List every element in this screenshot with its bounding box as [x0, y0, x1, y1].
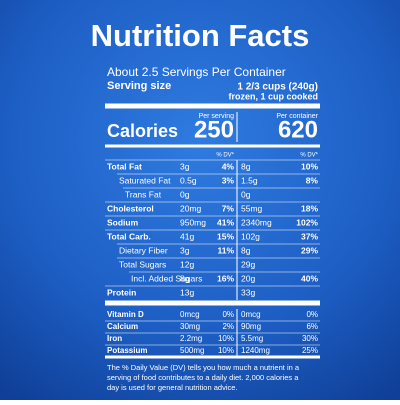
- nutrient-label: Cholesterol: [107, 203, 154, 213]
- footnote: day is used for general nutrition advice…: [107, 383, 238, 392]
- serving-size-label: Serving size: [107, 80, 171, 92]
- calories: 620: [278, 116, 318, 143]
- nutrient-label: Trans Fat: [125, 189, 162, 199]
- dv-header: % DV*: [216, 153, 234, 159]
- amount: 8g: [241, 245, 251, 255]
- nutrient-label: Total Fat: [107, 161, 142, 171]
- amount: 0.5g: [180, 175, 197, 185]
- amount: 0g: [180, 189, 190, 199]
- nutrient-label: Potassium: [107, 346, 147, 355]
- dv: 41%: [217, 217, 234, 227]
- amount: 1240mg: [241, 346, 270, 355]
- amount: 3g: [180, 161, 190, 171]
- dv: 15%: [217, 231, 234, 241]
- nutrient-label: Sodium: [107, 217, 139, 227]
- amount: 0g: [241, 189, 251, 199]
- dv: 7%: [222, 203, 235, 213]
- nutrient-label: Total Sugars: [119, 259, 166, 269]
- nutrient-label: Incl. Added Sugars: [131, 273, 202, 283]
- amount: 33g: [241, 287, 255, 297]
- dv: 18%: [301, 203, 318, 213]
- column-header: Per serving: [199, 113, 235, 120]
- amount: 20mg: [180, 203, 202, 213]
- footnote: serving of food contributes to a daily d…: [107, 373, 299, 382]
- amount: 1.5g: [241, 175, 258, 185]
- amount: 2.2mg: [180, 334, 202, 343]
- dv: 16%: [217, 273, 234, 283]
- amount: 55mg: [241, 203, 263, 213]
- nutrient-label: Iron: [107, 334, 122, 343]
- amount: 2340mg: [241, 217, 272, 227]
- title: Nutrition Facts: [91, 18, 310, 53]
- dv: 4%: [222, 161, 235, 171]
- amount: 41g: [180, 231, 194, 241]
- column-header: Per container: [276, 113, 318, 120]
- dv: 11%: [217, 245, 234, 255]
- amount: 8g: [180, 273, 190, 283]
- dv: 8%: [306, 175, 319, 185]
- nutrient-label: Saturated Fat: [119, 175, 171, 185]
- dv: 2%: [222, 322, 234, 331]
- amount: 29g: [241, 259, 255, 269]
- nutrient-label: Dietary Fiber: [119, 245, 168, 255]
- nutrient-label: Vitamin D: [107, 310, 144, 319]
- dv: 10%: [301, 161, 318, 171]
- nutrient-label: Total Carb.: [107, 231, 151, 241]
- dv: 102%: [296, 217, 318, 227]
- servings: About 2.5 Servings Per Container: [107, 65, 286, 79]
- amount: 3g: [180, 245, 190, 255]
- dv: 30%: [302, 334, 318, 343]
- dv: 37%: [301, 231, 318, 241]
- amount: 0mcg: [241, 310, 261, 319]
- amount: 13g: [180, 287, 194, 297]
- amount: 102g: [241, 231, 260, 241]
- calories: 250: [194, 116, 234, 143]
- dv-header: % DV*: [300, 153, 318, 159]
- footnote: The % Daily Value (DV) tells you how muc…: [107, 363, 300, 372]
- nutrient-label: Protein: [107, 287, 136, 297]
- serving-size: 1 2/3 cups (240g): [237, 82, 318, 93]
- amount: 0mcg: [180, 310, 200, 319]
- dv: 6%: [306, 322, 318, 331]
- nutrient-label: Calcium: [107, 322, 138, 331]
- dv: 0%: [222, 310, 234, 319]
- calories-label: Calories: [107, 121, 178, 141]
- amount: 500mg: [180, 346, 204, 355]
- dv: 25%: [302, 346, 318, 355]
- amount: 30mg: [180, 322, 200, 331]
- dv: 29%: [301, 245, 318, 255]
- amount: 950mg: [180, 217, 206, 227]
- amount: 5.5mg: [241, 334, 263, 343]
- amount: 8g: [241, 161, 251, 171]
- dv: 0%: [306, 310, 318, 319]
- amount: 90mg: [241, 322, 261, 331]
- amount: 12g: [180, 259, 194, 269]
- dv: 10%: [218, 334, 234, 343]
- dv: 3%: [222, 175, 235, 185]
- dv: 10%: [218, 346, 234, 355]
- serving-size: frozen, 1 cup cooked: [228, 91, 318, 101]
- amount: 20g: [241, 273, 255, 283]
- dv: 40%: [301, 273, 318, 283]
